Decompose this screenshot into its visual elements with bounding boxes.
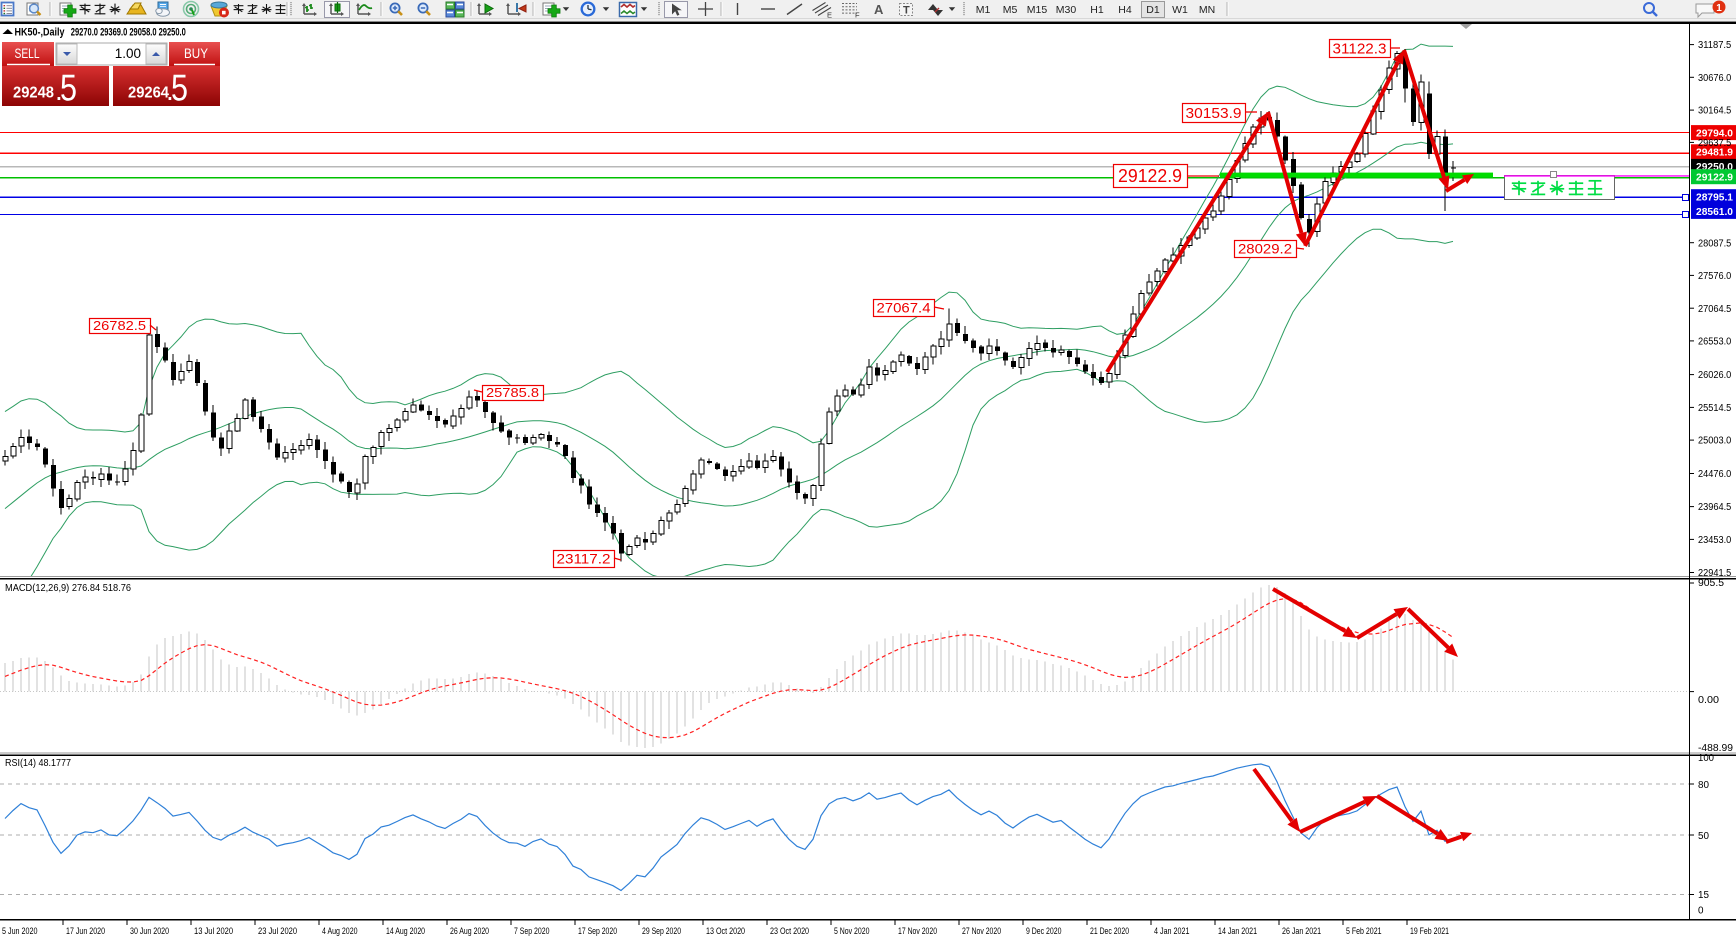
svg-text:27576.0: 27576.0 <box>1698 271 1732 282</box>
svg-text:30153.9: 30153.9 <box>1186 105 1242 122</box>
svg-text:26 Jan 2021: 26 Jan 2021 <box>1282 926 1321 937</box>
svg-text:5: 5 <box>171 68 188 109</box>
svg-text:M1: M1 <box>976 4 991 16</box>
svg-text:19 Feb 2021: 19 Feb 2021 <box>1410 926 1449 937</box>
svg-text:MN: MN <box>1199 4 1215 16</box>
svg-text:29264: 29264 <box>128 85 169 102</box>
svg-text:H1: H1 <box>1090 4 1104 16</box>
svg-text:HK50-,Daily: HK50-,Daily <box>15 27 66 39</box>
svg-text:29122.9: 29122.9 <box>1696 172 1733 184</box>
svg-text:SELL: SELL <box>15 46 40 61</box>
svg-text:29 Sep 2020: 29 Sep 2020 <box>642 926 681 937</box>
svg-text:905.5: 905.5 <box>1698 578 1724 589</box>
svg-text:5 Nov 2020: 5 Nov 2020 <box>834 926 870 937</box>
svg-text:14 Jan 2021: 14 Jan 2021 <box>1218 926 1257 937</box>
svg-text:17 Nov 2020: 17 Nov 2020 <box>898 926 937 937</box>
svg-text:7 Sep 2020: 7 Sep 2020 <box>514 926 550 937</box>
svg-text:30164.5: 30164.5 <box>1698 106 1732 117</box>
svg-text:-488.99: -488.99 <box>1698 743 1733 754</box>
svg-text:29637.5: 29637.5 <box>1698 138 1732 149</box>
svg-text:5 Feb 2021: 5 Feb 2021 <box>1346 926 1382 937</box>
svg-text:26782.5: 26782.5 <box>93 318 146 333</box>
svg-text:13 Jul 2020: 13 Jul 2020 <box>194 926 233 937</box>
svg-text:.: . <box>55 75 63 106</box>
svg-text:4 Jan 2021: 4 Jan 2021 <box>1154 926 1190 937</box>
svg-text:21 Dec 2020: 21 Dec 2020 <box>1090 926 1129 937</box>
svg-text:28029.2: 28029.2 <box>1238 241 1292 257</box>
svg-text:5 Jun 2020: 5 Jun 2020 <box>2 926 38 937</box>
svg-text:100: 100 <box>1698 753 1714 764</box>
svg-text:BUY: BUY <box>184 46 208 61</box>
svg-text:1: 1 <box>1716 3 1722 14</box>
svg-text:29794.0: 29794.0 <box>1696 127 1733 139</box>
svg-text:H4: H4 <box>1118 4 1132 16</box>
svg-text:15: 15 <box>1698 890 1709 901</box>
svg-text:25003.0: 25003.0 <box>1698 436 1732 447</box>
svg-text:26 Aug 2020: 26 Aug 2020 <box>450 926 489 937</box>
svg-text:23964.5: 23964.5 <box>1698 502 1732 513</box>
svg-text:M30: M30 <box>1056 4 1077 16</box>
svg-text:23 Jul 2020: 23 Jul 2020 <box>258 926 297 937</box>
svg-text:30 Jun 2020: 30 Jun 2020 <box>130 926 169 937</box>
svg-text:29270.0 29369.0 29058.0 29250.: 29270.0 29369.0 29058.0 29250.0 <box>71 27 186 39</box>
svg-text:M5: M5 <box>1003 4 1018 16</box>
svg-text:MACD(12,26,9) 276.84 518.76: MACD(12,26,9) 276.84 518.76 <box>5 582 131 594</box>
svg-text:23453.0: 23453.0 <box>1698 535 1732 546</box>
svg-text:E: E <box>827 11 832 20</box>
svg-text:80: 80 <box>1698 780 1709 791</box>
svg-text:5: 5 <box>60 68 77 109</box>
svg-text:23 Oct 2020: 23 Oct 2020 <box>770 926 809 937</box>
svg-text:30676.0: 30676.0 <box>1698 73 1732 84</box>
svg-text:9 Dec 2020: 9 Dec 2020 <box>1026 926 1062 937</box>
svg-text:31187.5: 31187.5 <box>1698 40 1732 51</box>
svg-text:F: F <box>855 11 860 20</box>
svg-text:26553.0: 26553.0 <box>1698 337 1732 348</box>
svg-text:27064.5: 27064.5 <box>1698 304 1732 315</box>
svg-text:28087.5: 28087.5 <box>1698 238 1732 249</box>
svg-text:D1: D1 <box>1146 4 1160 16</box>
svg-text:0: 0 <box>1698 906 1704 917</box>
svg-text:22941.5: 22941.5 <box>1698 568 1732 579</box>
svg-text:0.00: 0.00 <box>1698 695 1719 706</box>
svg-text:14 Aug 2020: 14 Aug 2020 <box>386 926 425 937</box>
svg-text:25514.5: 25514.5 <box>1698 403 1732 414</box>
svg-text:25785.8: 25785.8 <box>486 385 539 400</box>
svg-text:23117.2: 23117.2 <box>557 551 611 567</box>
svg-text:29122.9: 29122.9 <box>1118 166 1182 186</box>
svg-text:.: . <box>166 75 174 106</box>
svg-text:24476.0: 24476.0 <box>1698 469 1732 480</box>
svg-text:28795.1: 28795.1 <box>1696 192 1733 204</box>
svg-text:4 Aug 2020: 4 Aug 2020 <box>322 926 358 937</box>
svg-text:1.00: 1.00 <box>115 46 141 61</box>
svg-text:26026.0: 26026.0 <box>1698 370 1732 381</box>
svg-text:W1: W1 <box>1172 4 1188 16</box>
svg-text:T: T <box>903 5 910 17</box>
svg-text:29248: 29248 <box>13 85 54 102</box>
svg-text:27 Nov 2020: 27 Nov 2020 <box>962 926 1001 937</box>
svg-text:31122.3: 31122.3 <box>1333 40 1387 57</box>
svg-text:A: A <box>874 2 884 17</box>
svg-text:RSI(14) 48.1777: RSI(14) 48.1777 <box>5 757 71 769</box>
svg-text:27067.4: 27067.4 <box>877 300 931 316</box>
svg-text:M15: M15 <box>1027 4 1048 16</box>
svg-text:13 Oct 2020: 13 Oct 2020 <box>706 926 745 937</box>
svg-text:17 Sep 2020: 17 Sep 2020 <box>578 926 617 937</box>
svg-text:50: 50 <box>1698 831 1709 842</box>
svg-text:17 Jun 2020: 17 Jun 2020 <box>66 926 105 937</box>
svg-text:28561.0: 28561.0 <box>1696 206 1733 218</box>
svg-text:29481.9: 29481.9 <box>1696 147 1733 159</box>
